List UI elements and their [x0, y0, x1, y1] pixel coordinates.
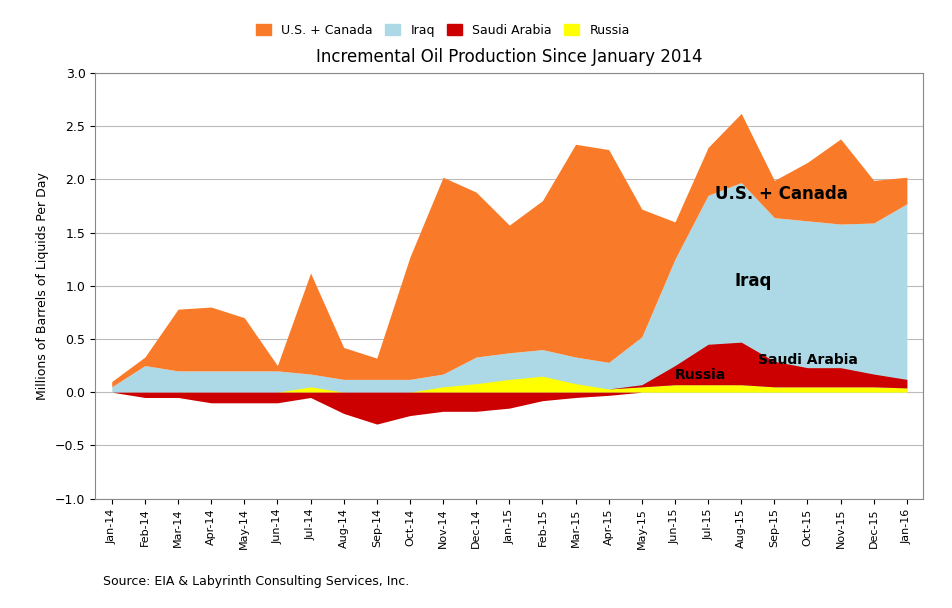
Text: Source: EIA & Labyrinth Consulting Services, Inc.: Source: EIA & Labyrinth Consulting Servi… [104, 575, 409, 588]
Legend: U.S. + Canada, Iraq, Saudi Arabia, Russia: U.S. + Canada, Iraq, Saudi Arabia, Russi… [256, 24, 630, 37]
Text: Iraq: Iraq [735, 272, 772, 290]
Title: Incremental Oil Production Since January 2014: Incremental Oil Production Since January… [316, 48, 703, 66]
Text: Russia: Russia [675, 368, 726, 382]
Text: Saudi Arabia: Saudi Arabia [758, 353, 858, 367]
Y-axis label: Millions of Barrels of Liquids Per Day: Millions of Barrels of Liquids Per Day [36, 172, 50, 399]
Text: U.S. + Canada: U.S. + Canada [715, 184, 847, 202]
